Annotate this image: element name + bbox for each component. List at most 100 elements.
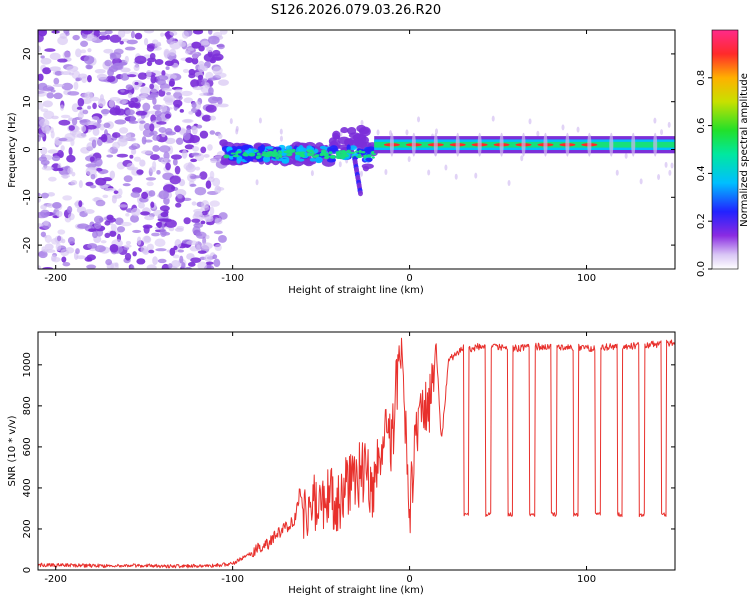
noise-blob xyxy=(181,261,186,269)
noise-blob xyxy=(157,258,167,264)
noise-blob xyxy=(156,75,169,81)
noise-blob xyxy=(71,171,76,177)
noise-blob xyxy=(77,111,84,119)
signal-core xyxy=(329,145,338,152)
noise-blob xyxy=(60,248,70,257)
noise-speck xyxy=(561,124,565,131)
noise-speck xyxy=(670,162,674,169)
noise-blob xyxy=(144,215,155,221)
signal-fringe xyxy=(358,127,370,135)
noise-blob xyxy=(177,193,183,199)
noise-blob xyxy=(165,66,170,70)
signal-peak xyxy=(256,152,261,156)
noise-blob xyxy=(115,108,126,116)
signal-peak xyxy=(277,150,282,153)
noise-blob xyxy=(66,154,76,163)
noise-blob xyxy=(184,266,192,269)
noise-blob xyxy=(182,68,189,73)
colorbar-ticks: 0.0 0.2 0.4 0.6 0.8 xyxy=(696,70,712,277)
noise-blob xyxy=(191,152,200,156)
signal-core xyxy=(314,156,323,164)
y-tick-label: 1000 xyxy=(22,352,33,377)
noise-blob xyxy=(208,87,214,95)
noise-blob xyxy=(77,73,88,79)
noise-blob xyxy=(109,34,122,43)
noise-blob xyxy=(118,204,128,208)
spectrogram-image xyxy=(38,30,675,269)
noise-blob xyxy=(179,255,184,264)
noise-blob xyxy=(125,240,132,245)
noise-blob xyxy=(165,219,177,228)
noise-blob xyxy=(200,146,207,154)
noise-blob xyxy=(191,41,202,49)
noise-blob xyxy=(78,180,83,189)
noise-blob xyxy=(163,48,171,58)
noise-blob xyxy=(136,236,142,246)
signal-core xyxy=(241,144,250,151)
noise-blob xyxy=(127,92,133,99)
noise-speck xyxy=(624,152,628,159)
noise-blob xyxy=(139,122,145,132)
noise-blob xyxy=(183,119,193,123)
noise-blob xyxy=(78,200,83,208)
noise-blob xyxy=(40,146,48,155)
signal-peak xyxy=(319,153,324,157)
signal-core xyxy=(297,158,305,162)
noise-blob xyxy=(75,48,82,58)
noise-blob xyxy=(190,175,202,179)
noise-speck xyxy=(664,161,668,168)
noise-blob xyxy=(38,133,45,138)
noise-blob xyxy=(209,130,216,135)
noise-blob xyxy=(71,103,80,113)
signal-peak xyxy=(283,150,288,154)
signal-fringe xyxy=(337,136,351,145)
noise-blob xyxy=(58,119,71,126)
noise-blob xyxy=(179,109,184,113)
noise-blob xyxy=(146,243,154,251)
noise-blob xyxy=(210,158,218,164)
noise-blob xyxy=(206,46,214,53)
noise-blob xyxy=(109,170,116,180)
signal-peak xyxy=(296,151,303,154)
noise-blob xyxy=(191,201,197,206)
noise-blob xyxy=(87,105,92,110)
x-tick-label: 100 xyxy=(577,574,596,585)
noise-blob xyxy=(38,265,42,269)
noise-blob xyxy=(146,70,152,77)
noise-blob xyxy=(48,176,57,182)
noise-blob xyxy=(72,34,80,41)
noise-speck xyxy=(444,164,448,171)
noise-blob xyxy=(75,77,80,82)
noise-blob xyxy=(54,136,62,146)
noise-blob xyxy=(152,134,160,141)
noise-blob xyxy=(174,227,184,232)
noise-blob xyxy=(38,223,44,228)
noise-blob xyxy=(159,145,171,153)
noise-blob xyxy=(98,31,108,36)
signal-fringe xyxy=(332,132,340,141)
noise-blob xyxy=(82,109,89,115)
noise-blob xyxy=(91,116,100,121)
noise-blob xyxy=(141,150,153,155)
noise-blob xyxy=(142,248,150,255)
noise-blob xyxy=(150,75,157,84)
noise-blob xyxy=(199,130,209,139)
noise-blob xyxy=(65,31,70,36)
noise-blob xyxy=(161,87,173,92)
noise-blob xyxy=(92,231,98,239)
noise-blob xyxy=(85,36,98,42)
noise-blob xyxy=(163,94,176,103)
noise-blob xyxy=(175,137,184,145)
signal-core xyxy=(262,155,271,163)
snr-frame xyxy=(37,331,676,571)
noise-blob xyxy=(169,48,177,57)
noise-blob xyxy=(47,192,56,197)
noise-blob xyxy=(112,141,121,150)
noise-blob xyxy=(129,102,140,108)
snr-x-axis: -200 -100 0 100 xyxy=(44,332,596,585)
noise-blob xyxy=(159,228,167,238)
signal-peak xyxy=(273,149,277,153)
noise-blob xyxy=(96,73,108,80)
noise-blob xyxy=(177,249,184,253)
signal-core xyxy=(249,148,258,154)
